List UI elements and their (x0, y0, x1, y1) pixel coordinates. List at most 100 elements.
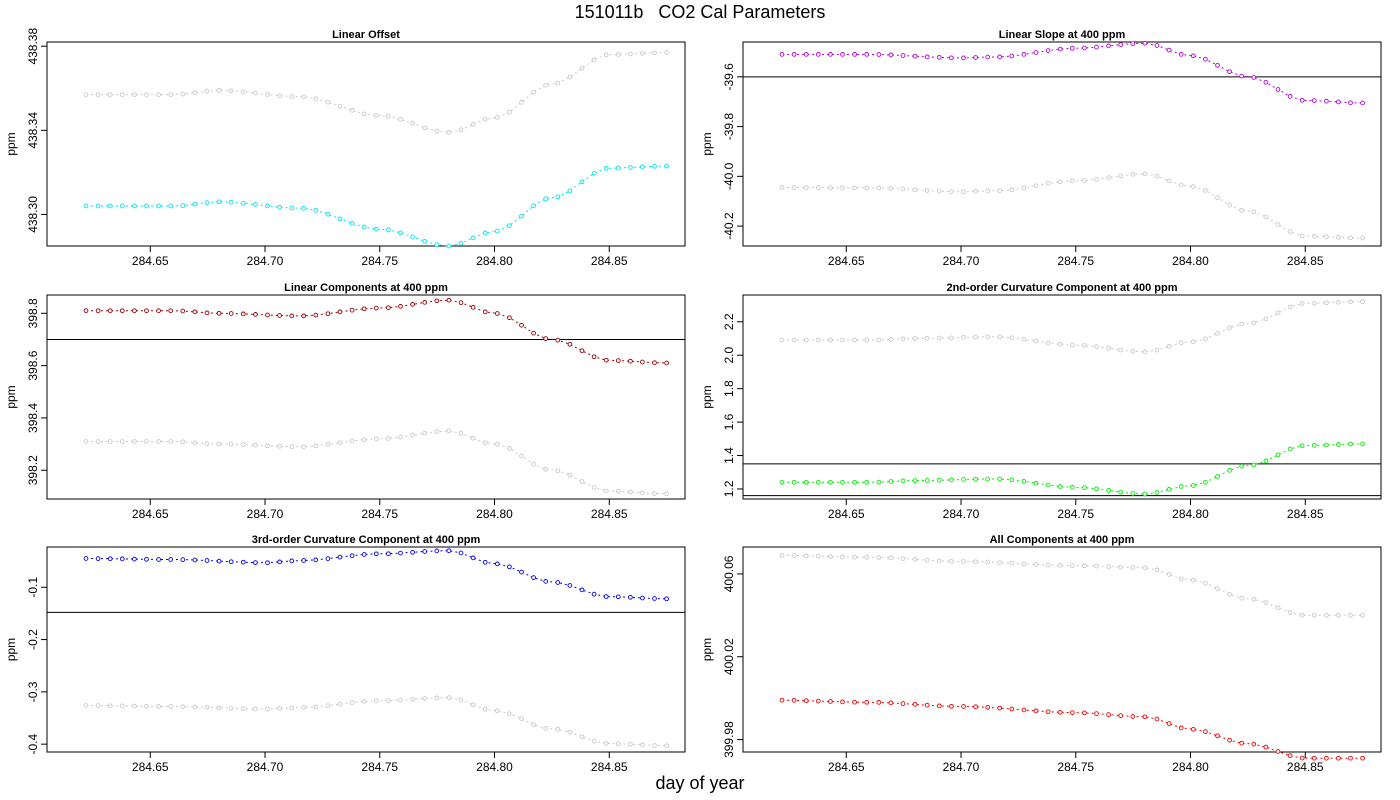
data-point (1239, 73, 1245, 79)
data-point (1215, 195, 1220, 200)
data-point (1299, 443, 1305, 449)
data-point (1021, 52, 1027, 57)
data-point (168, 704, 174, 709)
data-point (828, 554, 833, 559)
data-point (1190, 577, 1196, 583)
data-point (422, 696, 428, 701)
data-point (973, 189, 978, 194)
data-point (1275, 87, 1281, 92)
data-point (1057, 179, 1063, 185)
data-point (95, 308, 101, 314)
y-axis-label: ppm (4, 385, 18, 408)
x-tick-label: 284.70 (247, 760, 284, 774)
data-point (603, 357, 609, 363)
data-point (192, 309, 198, 315)
data-point (216, 310, 222, 316)
data-point (228, 559, 234, 565)
data-point (422, 549, 428, 554)
data-point (168, 557, 174, 562)
data-point (579, 479, 585, 484)
data-point (1336, 755, 1341, 761)
data-point (864, 337, 870, 343)
data-point (1215, 62, 1220, 68)
data-point (253, 312, 258, 317)
data-point (652, 743, 657, 748)
data-point (555, 194, 561, 200)
data-point (277, 559, 282, 565)
x-axis-label: day of year (655, 773, 745, 793)
data-point (555, 337, 561, 343)
data-point (482, 116, 488, 122)
data-point (265, 706, 270, 712)
data-point (277, 313, 282, 318)
data-point (434, 548, 440, 554)
data-point (924, 336, 930, 341)
data-point (1082, 485, 1087, 490)
data-point (1130, 565, 1136, 570)
data-point (815, 698, 821, 704)
data-point (265, 312, 270, 318)
data-point (949, 189, 954, 194)
data-point (828, 52, 833, 57)
data-point (1057, 709, 1063, 715)
data-point (107, 92, 113, 97)
data-point (815, 337, 821, 343)
data-point (1069, 45, 1075, 51)
data-point (628, 489, 633, 495)
x-tick-label: 284.80 (1172, 760, 1209, 774)
data-point (507, 109, 512, 115)
data-point (1033, 708, 1039, 714)
data-point (107, 203, 113, 209)
data-point (852, 337, 857, 343)
data-point (156, 439, 161, 444)
data-point (132, 92, 137, 97)
data-point (1021, 185, 1027, 191)
data-point (828, 337, 833, 343)
data-point (640, 359, 645, 365)
data-point (912, 53, 918, 59)
data-point (1275, 310, 1281, 316)
data-point (603, 52, 609, 58)
data-point (900, 478, 906, 484)
data-point (1106, 43, 1111, 49)
data-point (83, 703, 89, 708)
data-point (1324, 612, 1329, 618)
data-point (1118, 173, 1124, 179)
data-point (410, 302, 415, 307)
y-tick-label: -40.0 (722, 162, 736, 190)
data-point (289, 205, 295, 211)
data-point (1166, 721, 1172, 726)
data-point (615, 594, 621, 600)
data-point (434, 695, 440, 701)
data-point (567, 188, 573, 194)
data-point (1094, 486, 1099, 492)
y-tick-label: 398.4 (26, 403, 40, 433)
data-point (567, 730, 573, 735)
y-tick-label: 438.30 (26, 196, 40, 233)
data-point (936, 55, 942, 60)
data-point (313, 312, 319, 318)
data-point (1178, 576, 1184, 582)
x-tick-label: 284.70 (943, 760, 980, 774)
data-point (519, 453, 524, 459)
data-point (325, 703, 331, 708)
data-point (434, 429, 440, 434)
data-point (1033, 480, 1039, 486)
data-point (519, 569, 524, 575)
data-point (1118, 42, 1124, 47)
data-point (1263, 214, 1269, 220)
data-point (1227, 325, 1232, 331)
data-point (132, 308, 137, 314)
data-point (494, 708, 500, 714)
data-point (1142, 171, 1148, 177)
data-point (531, 330, 536, 336)
x-tick-label: 284.85 (1287, 760, 1324, 774)
data-point (1324, 300, 1329, 306)
data-point (289, 313, 295, 319)
data-point (591, 485, 597, 490)
y-tick-label: -40.2 (722, 212, 736, 240)
data-point (156, 557, 161, 562)
data-point (349, 438, 355, 444)
data-point (446, 548, 452, 554)
data-point (664, 491, 669, 497)
